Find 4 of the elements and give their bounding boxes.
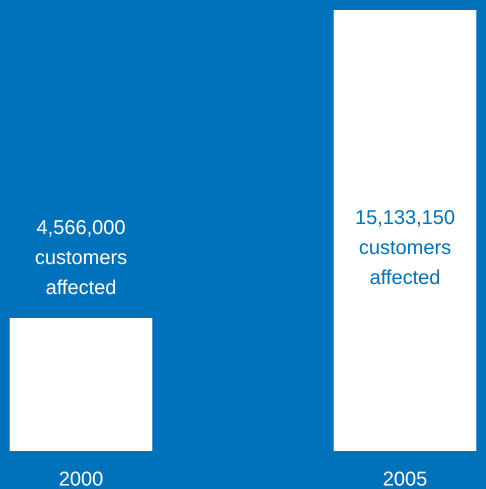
data-label: 15,133,150 customers affected — [354, 207, 456, 289]
data-label: 4,566,000 customers affected — [34, 216, 128, 299]
x-tick-label: 2005 — [382, 468, 428, 489]
x-tick-label: 2000 — [58, 468, 104, 489]
